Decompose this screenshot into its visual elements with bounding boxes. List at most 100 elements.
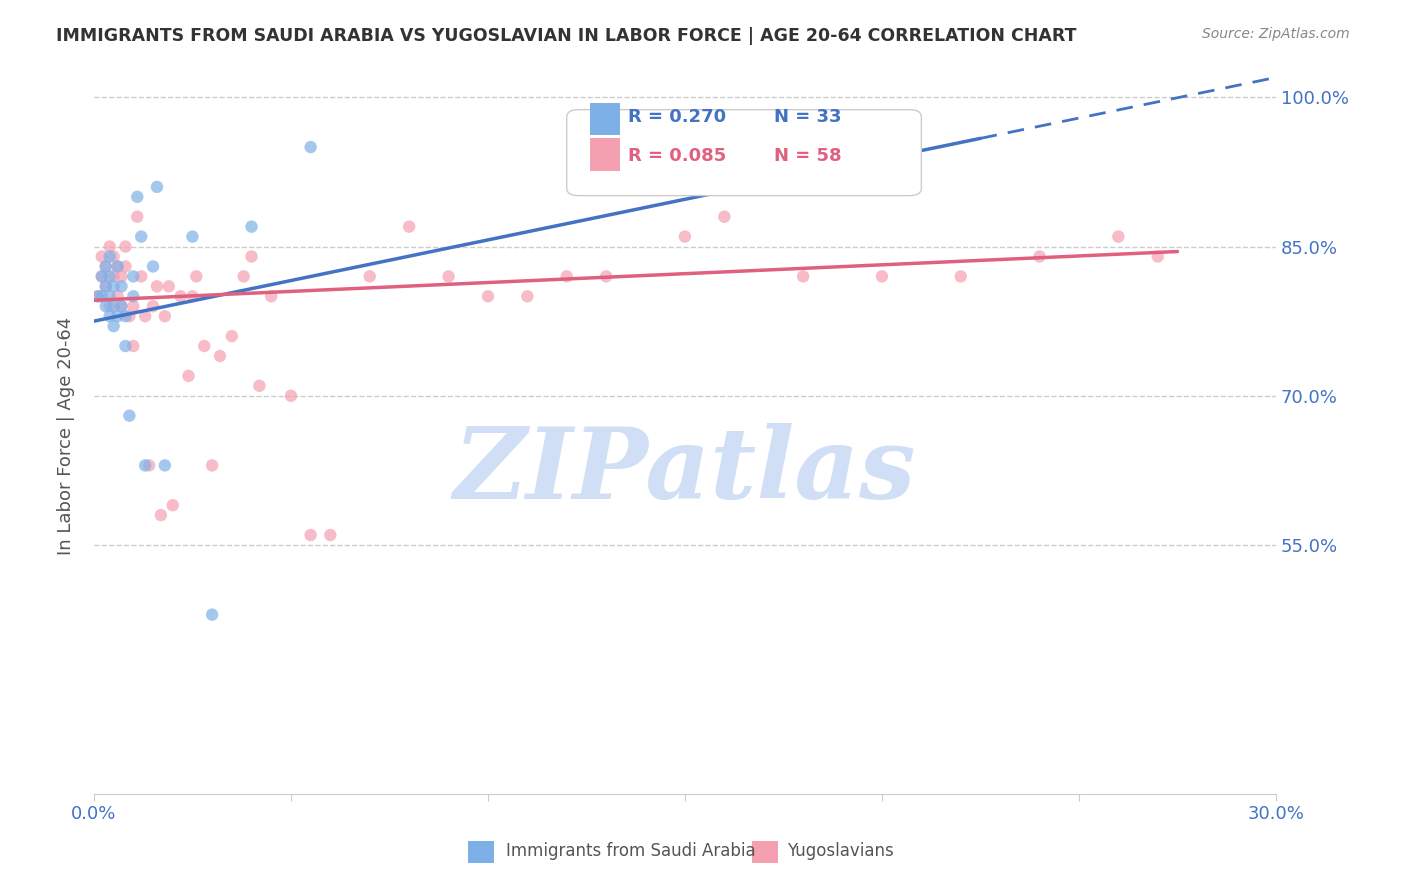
Point [90,289,112,303]
Point [107,260,129,274]
Point [110,299,132,313]
Point [98,239,121,253]
Point [516,289,538,303]
Point [127,190,149,204]
Point [103,250,125,264]
Point [398,219,420,234]
Point [157,279,180,293]
Text: R = 0.270: R = 0.270 [628,108,727,126]
Point [87,289,110,303]
Point [114,260,136,274]
Point [103,319,125,334]
Text: IMMIGRANTS FROM SAUDI ARABIA VS YUGOSLAVIAN IN LABOR FORCE | AGE 20-64 CORRELATI: IMMIGRANTS FROM SAUDI ARABIA VS YUGOSLAV… [56,27,1077,45]
Point [98,289,121,303]
Point [299,528,322,542]
Point [98,250,121,264]
Point [595,269,617,284]
Point [870,269,893,284]
Point [232,269,254,284]
Point [280,389,302,403]
Point [1107,229,1129,244]
Point [319,528,342,542]
Point [201,458,224,473]
Point [162,498,184,512]
Point [146,179,169,194]
Point [177,368,200,383]
Point [142,260,165,274]
Point [90,269,112,284]
FancyBboxPatch shape [567,110,921,195]
Point [122,339,145,353]
Point [94,279,117,293]
Point [260,289,283,303]
Point [103,299,125,313]
Point [110,299,132,313]
Bar [591,103,620,135]
Point [110,269,132,284]
Point [134,458,156,473]
Point [673,229,696,244]
Point [118,409,141,423]
Point [181,229,204,244]
Point [127,210,149,224]
Point [169,289,191,303]
Point [107,309,129,323]
Point [153,458,176,473]
Point [792,269,814,284]
Point [129,269,152,284]
Point [94,299,117,313]
Point [299,140,322,154]
Text: N = 33: N = 33 [773,108,841,126]
Point [153,309,176,323]
Point [870,140,893,154]
Bar [591,138,620,170]
Point [201,607,224,622]
Point [87,289,110,303]
Point [94,260,117,274]
Point [134,309,156,323]
Point [90,269,112,284]
Point [118,309,141,323]
Point [221,329,243,343]
Point [122,269,145,284]
Text: Yugoslavians: Yugoslavians [787,842,894,860]
Point [477,289,499,303]
Point [94,279,117,293]
Point [114,339,136,353]
Point [110,279,132,293]
Point [98,309,121,323]
Point [94,260,117,274]
Point [98,269,121,284]
Point [98,299,121,313]
Point [713,210,735,224]
Point [149,508,172,523]
Point [107,260,129,274]
Point [240,219,263,234]
Point [193,339,215,353]
Point [129,229,152,244]
Point [181,289,204,303]
Point [107,289,129,303]
Point [122,289,145,303]
Point [114,309,136,323]
Point [437,269,460,284]
Point [1028,250,1050,264]
Text: Source: ZipAtlas.com: Source: ZipAtlas.com [1202,27,1350,41]
Y-axis label: In Labor Force | Age 20-64: In Labor Force | Age 20-64 [58,317,75,555]
Point [142,299,165,313]
Point [146,279,169,293]
Point [240,250,263,264]
Point [122,299,145,313]
Point [949,269,972,284]
Text: Immigrants from Saudi Arabia: Immigrants from Saudi Arabia [506,842,756,860]
Point [138,458,160,473]
Point [1146,250,1168,264]
Text: ZIPatlas: ZIPatlas [454,423,917,520]
Point [208,349,231,363]
Point [359,269,381,284]
Text: N = 58: N = 58 [773,147,841,165]
Point [114,239,136,253]
Point [186,269,208,284]
Point [103,279,125,293]
Point [90,250,112,264]
